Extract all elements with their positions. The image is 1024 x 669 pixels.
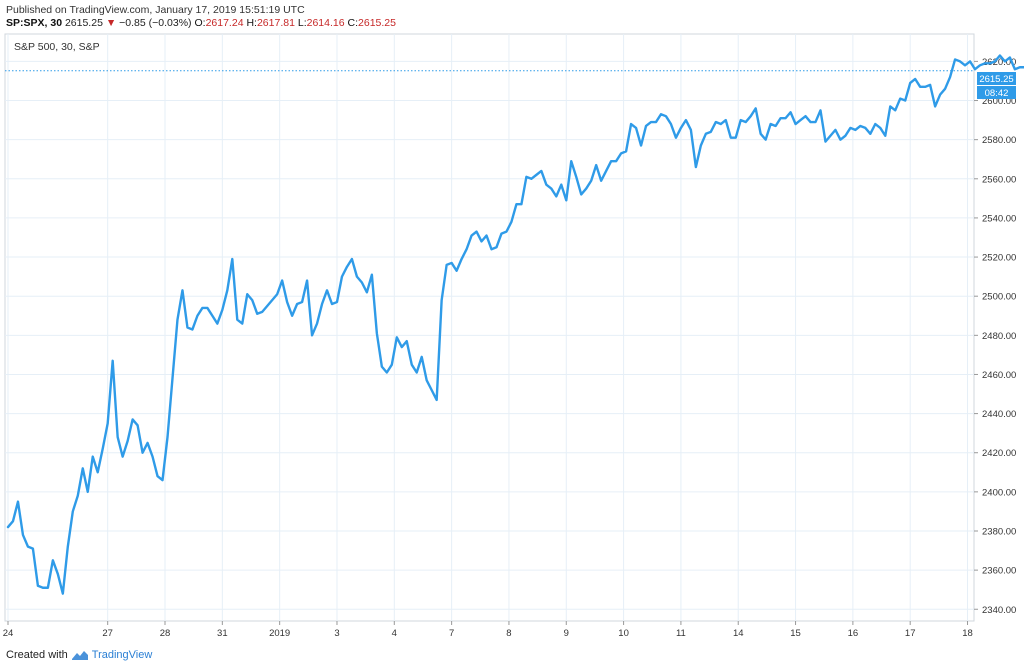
y-axis: 2340.00 2360.00 2380.00 2400.00 2420.00 2440.… — [974, 57, 1016, 616]
down-arrow-icon: ▼ — [105, 17, 117, 29]
y-tick-label: 2580.00 — [982, 135, 1016, 146]
low-label: L: — [297, 17, 307, 29]
y-tick-label: 2540.00 — [982, 213, 1016, 224]
y-tick-label: 2600.00 — [982, 96, 1016, 107]
y-tick-label: 2400.00 — [982, 487, 1016, 498]
x-axis: 24 27 28 31 2019 3 4 7 8 9 10 11 14 15 16 17 18 — [3, 621, 973, 639]
x-tick-label: 10 — [618, 628, 629, 639]
y-tick-label: 2560.00 — [982, 174, 1016, 185]
price-tags: 2615.25 08:42 — [977, 72, 1016, 99]
tradingview-logo-icon — [71, 651, 88, 660]
y-tick-label: 2380.00 — [982, 526, 1016, 537]
x-tick-label: 14 — [733, 628, 744, 639]
x-tick-label: 24 — [3, 628, 14, 639]
open-value: 2617.24 — [205, 17, 244, 29]
plot-border — [4, 33, 975, 622]
x-tick-label: 4 — [392, 628, 397, 639]
close-value: 2615.25 — [358, 17, 396, 29]
x-tick-label: 15 — [790, 628, 801, 639]
last-price: 2615.25 — [64, 17, 103, 29]
y-tick-label: 2480.00 — [982, 331, 1016, 342]
x-tick-label: 28 — [160, 628, 171, 639]
x-tick-label: 3 — [334, 628, 339, 639]
low-value: 2614.16 — [306, 17, 345, 29]
x-tick-label: 7 — [449, 628, 454, 639]
tradingview-brand-link[interactable]: TradingView — [91, 649, 153, 661]
last-price-tag — [977, 72, 1016, 85]
x-tick-label: 31 — [217, 628, 228, 639]
countdown-tag — [977, 86, 1016, 99]
x-tick-label: 27 — [102, 628, 113, 639]
price-series-line — [6, 54, 1024, 595]
y-tick-label: 2420.00 — [982, 448, 1016, 459]
countdown-tag-text: 08:42 — [985, 88, 1009, 99]
x-tick-label: 11 — [676, 628, 686, 639]
y-tick-label: 2520.00 — [982, 253, 1016, 264]
change-value: −0.85 (−0.03%) — [119, 17, 192, 29]
series-legend: S&P 500, 30, S&P — [14, 41, 100, 53]
y-tick-label: 2460.00 — [982, 370, 1016, 381]
y-tick-label: 2340.00 — [982, 605, 1016, 616]
y-tick-label: 2440.00 — [982, 409, 1016, 420]
published-caption: Published on TradingView.com, January 17… — [6, 4, 305, 16]
x-tick-label: 8 — [506, 628, 511, 639]
x-tick-label: 2019 — [269, 628, 290, 639]
high-value: 2617.81 — [256, 17, 295, 29]
x-tick-label: 18 — [962, 628, 973, 639]
x-tick-label: 17 — [905, 628, 916, 639]
symbol-label: SP:SPX, 30 — [6, 17, 63, 29]
open-label: O: — [194, 17, 206, 29]
ohlc-header: SP:SPX, 30 2615.25 ▼ −0.85 (−0.03%) O:26… — [6, 17, 396, 29]
x-tick-label: 16 — [848, 628, 859, 639]
series-layer — [5, 54, 1024, 595]
grid-layer — [5, 34, 974, 621]
last-price-tag-text: 2615.25 — [979, 74, 1013, 85]
close-label: C: — [347, 17, 359, 29]
x-tick-label: 9 — [564, 628, 569, 639]
footer: Created with TradingView — [6, 649, 152, 661]
y-tick-label: 2360.00 — [982, 566, 1016, 577]
high-label: H: — [246, 17, 257, 29]
y-tick-label: 2620.00 — [982, 57, 1016, 68]
y-tick-label: 2500.00 — [982, 292, 1016, 303]
created-with-label: Created with — [6, 649, 68, 661]
